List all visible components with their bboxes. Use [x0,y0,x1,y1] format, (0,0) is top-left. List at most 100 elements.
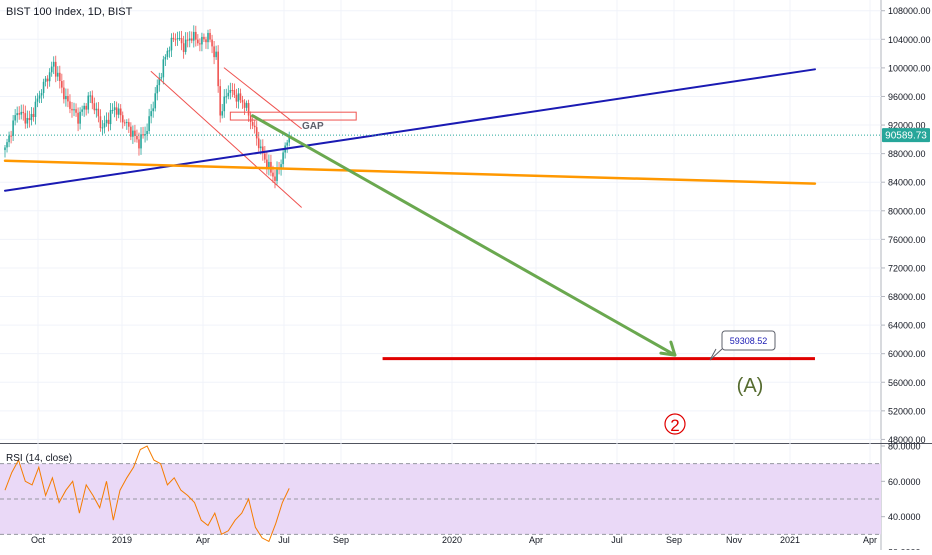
candle-body [178,38,181,40]
time-tick-label: Nov [726,535,743,545]
candle-body [16,113,18,116]
time-tick-label: Apr [863,535,877,545]
candle-body [115,107,118,115]
candle-body [40,93,43,96]
candle-body [241,99,244,103]
candle-body [79,111,81,124]
candle-body [59,72,61,82]
green-arrow-head [659,340,677,357]
candle-body [38,95,41,99]
candle-body [95,108,98,111]
candle-body [107,119,110,125]
candle-body [12,120,14,136]
candle-body [24,113,27,124]
candle-body [253,125,256,128]
candle-body [168,50,171,52]
candle-body [48,72,51,82]
price-tick-label: 84000.00 [888,178,926,188]
candle-body [209,32,211,40]
candle-body [280,164,282,169]
candle-body [188,38,191,41]
candle-body [142,134,144,136]
candle-body [211,39,213,47]
candle-body [170,37,173,51]
candle-body [111,109,114,111]
time-tick-label: Jul [278,535,290,545]
candle-body [221,111,224,116]
candle-body [237,93,240,102]
drawings [3,67,817,361]
candle-body [109,110,112,125]
candle-body [150,111,152,117]
time-tick-label: Jul [611,535,623,545]
candle-body [197,39,199,44]
candle-body [67,95,69,102]
time-tick-label: Sep [666,535,682,545]
candle-body [20,111,23,115]
price-tick-label: 56000.00 [888,378,926,388]
price-tick-label: 60000.00 [888,349,926,359]
candle-body [113,107,116,110]
candle-body [144,134,146,136]
candle-body [274,176,276,181]
candle-body [152,108,154,112]
candle-body [134,130,136,136]
candle-body [239,93,242,100]
candle-body [154,93,157,109]
candle-body [36,98,39,102]
price-tick-label: 80000.00 [888,206,926,216]
price-tick-label: 100000.00 [888,63,931,73]
candle-body [195,31,197,40]
candle-body [229,90,232,93]
candle-body [164,56,167,60]
candle-body [54,61,57,77]
price-badge-text: 90589.73 [885,131,927,142]
candle-body [247,103,250,116]
candle-body [215,51,217,58]
candle-body [117,108,120,115]
candle-body [217,51,219,87]
candle-body [180,38,183,44]
time-tick-label: 2019 [112,535,132,545]
candle-body [28,117,31,121]
candle-body [42,81,45,94]
price-tick-label: 96000.00 [888,92,926,102]
candle-body [89,95,92,97]
red-channel-lower [150,70,302,208]
candle-body [223,96,226,112]
candle-body [105,119,108,124]
orange-trendline [3,159,817,185]
rsi-title: RSI (14, close) [6,453,73,464]
candle-body [162,59,165,78]
candle-body [119,108,122,116]
candle-body [140,134,142,149]
candle-body [184,39,187,52]
candle-body [132,130,134,137]
candle-body [225,96,228,98]
candle-body [255,127,258,139]
candle-body [233,90,236,95]
target-callout[interactable]: 59308.52 [709,330,776,361]
candle-body [201,36,203,45]
candle-body [199,43,201,45]
price-tick-label: 104000.00 [888,35,931,45]
chart-title: BIST 100 Index, 1D, BIST [6,6,133,18]
candle-body [172,37,175,40]
candle-body [103,123,106,128]
candle-body [99,116,102,128]
blue-trendline [4,68,816,192]
wave-2-marker[interactable]: 2 [664,413,686,435]
price-tick-label: 48000.00 [888,435,926,445]
candle-body [268,161,270,169]
candle-body [128,122,130,127]
candle-body [14,115,16,121]
gap-label[interactable]: GAP [302,121,324,132]
candles [4,25,290,189]
candle-body [93,103,96,111]
candle-body [276,167,278,181]
candle-body [44,78,47,82]
rsi-tick-label: 80.0000 [888,442,921,452]
price-tick-label: 68000.00 [888,292,926,302]
wave-a-label[interactable]: (A) [737,375,764,397]
